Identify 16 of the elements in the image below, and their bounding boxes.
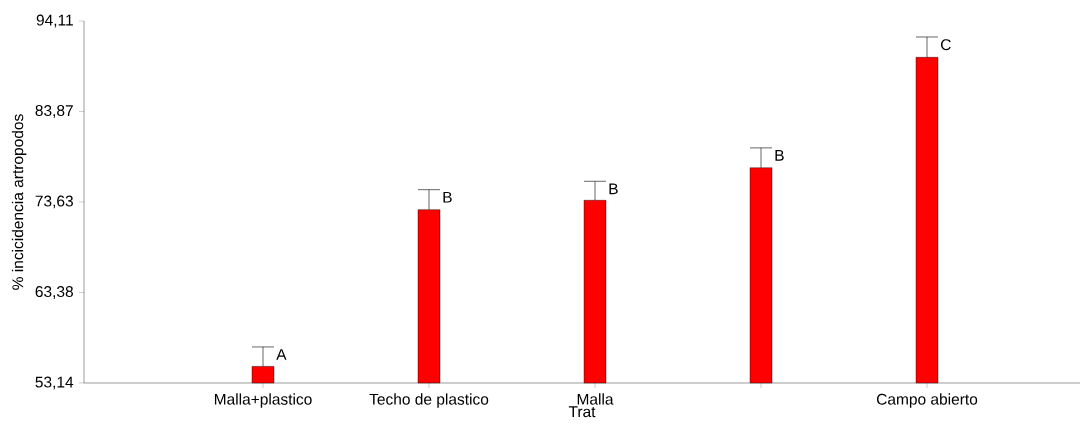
data-label: B — [775, 150, 784, 161]
x-tick-label: Malla — [577, 393, 614, 405]
y-tick-label: 73,63 — [35, 195, 73, 209]
data-label: B — [609, 183, 618, 195]
y-axis-title: % incicidencia artropodos — [11, 114, 27, 290]
x-tick-label: Techo de plastico — [369, 393, 489, 408]
data-label: B — [443, 191, 452, 203]
y-tick-label: 94,11 — [36, 14, 73, 28]
y-tick-label: 83,87 — [35, 105, 73, 118]
x-axis-title: Trat — [568, 406, 596, 418]
y-tick-label: 63,38 — [35, 286, 73, 299]
x-tick-label: Campo abierto — [876, 393, 978, 408]
x-tick-label: Malla+plastico — [214, 393, 312, 408]
y-tick-label: 53,14 — [35, 376, 74, 390]
data-label: A — [276, 349, 287, 360]
data-label: C — [940, 39, 951, 51]
